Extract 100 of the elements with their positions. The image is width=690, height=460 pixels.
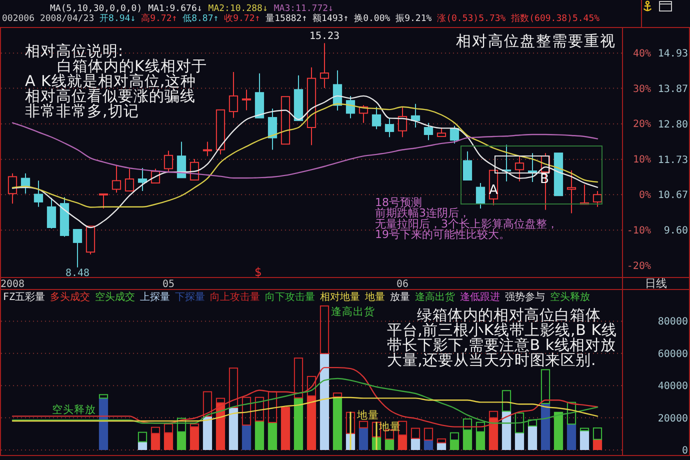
y-tick-label: 0 [682,446,688,456]
text: 下探量 [175,291,206,303]
y-tick-label: 60000 [658,348,688,360]
bar [554,412,564,450]
annotation: 相对地量 [320,291,360,303]
bar [424,440,434,450]
bar [580,430,590,450]
bar [332,392,342,398]
y2-tick-label: -10% [626,226,651,237]
annotation: 逢低跟进 [460,291,500,303]
bar [176,432,186,450]
candlestick [138,168,148,192]
bar [410,428,420,439]
x-tick-label: 2008 [0,279,25,290]
bar [306,396,316,450]
bar [450,432,460,441]
bar [190,423,200,428]
candlestick [98,193,108,210]
bar [566,402,576,425]
y2-tick-label: 20% [632,119,651,130]
candlestick [462,150,472,180]
candlestick [320,42,330,88]
bar [566,424,576,450]
bar [98,398,108,450]
bar [98,394,108,399]
bar [514,432,524,450]
bar [216,398,226,404]
candlestick [164,150,174,172]
text: MA1:9.676↓ [148,4,202,14]
annotation: 15.23 [309,31,340,42]
y-tick-label: 13.87 [658,84,688,95]
bar [488,418,498,450]
text: 日线 [645,277,667,290]
line-series [12,396,598,422]
bar [462,418,472,431]
candlestick [8,172,18,204]
bar [202,391,212,417]
text: 002006 2008/04/23 开8.94↓ 高9.72↑ 低8.87↑ 收9.72↑ 量15882↑ 额1493↑ 换0.00% 振9.21% 涨(0.53)5.73% 指数(609.38)5.45% [2,14,600,24]
y-tick-label: 20000 [658,413,688,424]
bar [436,438,446,444]
y-tick-label: 9.60 [664,226,688,237]
annotation: 地量 [356,408,379,422]
bar [254,421,264,450]
candlestick [46,197,56,229]
bar [268,391,278,423]
annotation: 逢高出货 [331,305,375,318]
bar [176,418,186,432]
bar [410,438,420,450]
annotation: 逢高出货 [415,291,456,303]
y-tick-label: 11.73 [658,154,688,166]
candlestick [372,106,382,130]
text: 多头成交 [50,291,90,303]
annotation: 地量 [364,291,386,303]
bar [580,428,590,432]
bar [476,422,486,432]
bar [476,432,486,450]
annotation: 放量 [390,292,410,303]
candlestick [124,168,134,192]
candlestick [476,182,486,210]
annotation: 相对高位盘整需要重视 [456,32,616,50]
bar [528,419,538,427]
bar [502,411,512,450]
bar [332,396,342,450]
bar [190,426,200,450]
bar [358,420,368,428]
bar [164,432,174,450]
bar [228,408,238,450]
bar [268,422,278,450]
y-tick-label: 10.67 [658,190,688,202]
bar [358,428,368,450]
candlestick [514,156,524,182]
bar [138,432,148,442]
bar [540,403,550,450]
legend-title: FZ五彩量 [3,291,46,303]
bar [502,390,512,412]
annotation: 绿箱体内的相对高位白箱体平台,前三根小K线带上影线,B K线带长下影下,需要注意B k线相对放大量,还要从当天分时图来区别. [387,306,617,369]
annotation: 空头释放 [52,403,96,416]
y-tick-label: 80000 [658,316,688,328]
bar [280,406,290,450]
y2-tick-label: 10% [632,154,651,166]
bar [384,439,394,450]
y2-tick-label: 0% [638,190,651,202]
bar [592,439,602,450]
bar [488,410,498,418]
bar [528,426,538,450]
text: 上探量 [140,291,170,303]
candlestick [384,118,394,138]
candlestick [424,122,434,141]
candlestick [34,180,44,208]
bar [424,428,434,441]
bar [320,305,330,354]
y-tick-label: 14.93 [658,48,688,60]
candlestick [112,165,122,194]
legend-title: MA(5,10,30,0,0,0) [50,4,142,14]
y2-tick-label: 30% [632,84,651,95]
bar [540,369,550,404]
text: MA3:11.772↓ [274,4,334,14]
annotation: 强势参与 [505,291,546,303]
candlestick [346,95,356,119]
candlestick [528,152,538,182]
